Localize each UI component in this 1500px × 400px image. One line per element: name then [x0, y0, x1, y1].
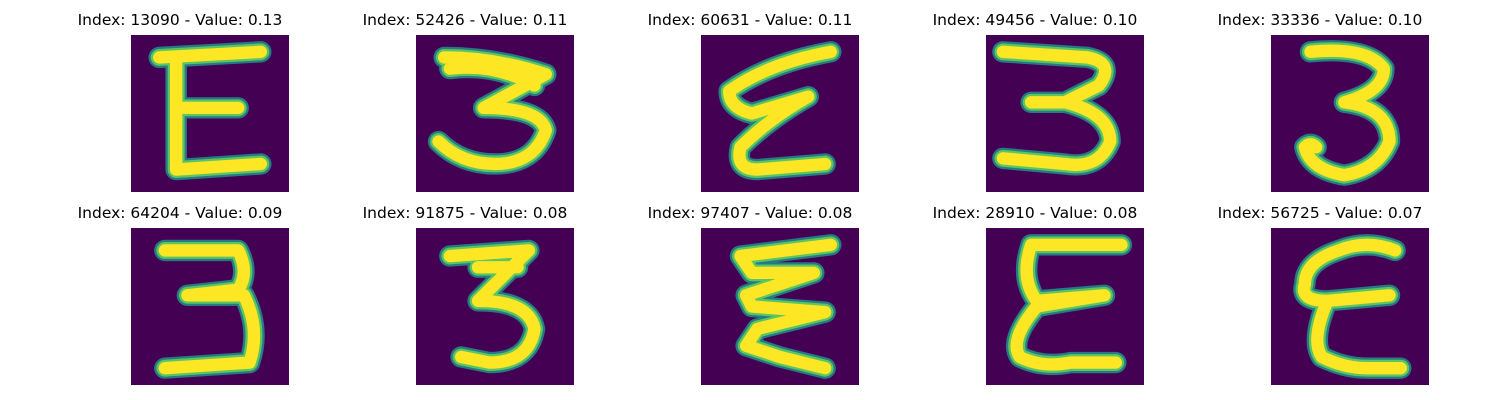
digit-image: [1271, 228, 1429, 385]
panel-7: Index: 91875 - Value: 0.08: [315, 193, 615, 385]
panel-title: Index: 13090 - Value: 0.13: [77, 11, 283, 29]
digit-image: [131, 35, 289, 192]
panel-title: Index: 64204 - Value: 0.09: [77, 204, 283, 222]
panel-2: Index: 52426 - Value: 0.11: [315, 0, 615, 192]
panel-title: Index: 97407 - Value: 0.08: [647, 204, 853, 222]
panel-1: Index: 13090 - Value: 0.13: [30, 0, 330, 192]
handwritten-stroke: [1010, 238, 1128, 371]
digit-image: [701, 228, 859, 385]
handwritten-stroke: [443, 244, 541, 369]
panel-title: Index: 49456 - Value: 0.10: [932, 11, 1138, 29]
panel-4: Index: 49456 - Value: 0.10: [885, 0, 1185, 192]
handwritten-stroke: [432, 51, 552, 171]
panel-3: Index: 60631 - Value: 0.11: [600, 0, 900, 192]
panel-9: Index: 28910 - Value: 0.08: [885, 193, 1185, 385]
panel-5: Index: 33336 - Value: 0.10: [1170, 0, 1470, 192]
digit-image: [131, 228, 289, 385]
handwritten-stroke: [734, 238, 837, 375]
handwritten-stroke: [996, 45, 1117, 172]
digit-image: [701, 35, 859, 192]
panel-title: Index: 56725 - Value: 0.07: [1217, 204, 1423, 222]
panel-8: Index: 97407 - Value: 0.08: [600, 193, 900, 385]
handwritten-stroke: [723, 45, 837, 176]
panel-title: Index: 28910 - Value: 0.08: [932, 204, 1138, 222]
panel-title: Index: 91875 - Value: 0.08: [362, 204, 568, 222]
panel-title: Index: 52426 - Value: 0.11: [362, 11, 568, 29]
handwritten-stroke: [1298, 44, 1396, 182]
digit-image: [986, 35, 1144, 192]
panel-6: Index: 64204 - Value: 0.09: [30, 193, 330, 385]
digit-image: [416, 228, 574, 385]
digit-image: [416, 35, 574, 192]
handwritten-stroke: [153, 45, 267, 176]
panel-title: Index: 33336 - Value: 0.10: [1217, 11, 1423, 29]
digit-image: [986, 228, 1144, 385]
handwritten-stroke: [1297, 238, 1407, 375]
digit-image: [1271, 35, 1429, 192]
handwritten-stroke: [158, 244, 261, 375]
panel-title: Index: 60631 - Value: 0.11: [647, 11, 853, 29]
panel-10: Index: 56725 - Value: 0.07: [1170, 193, 1470, 385]
